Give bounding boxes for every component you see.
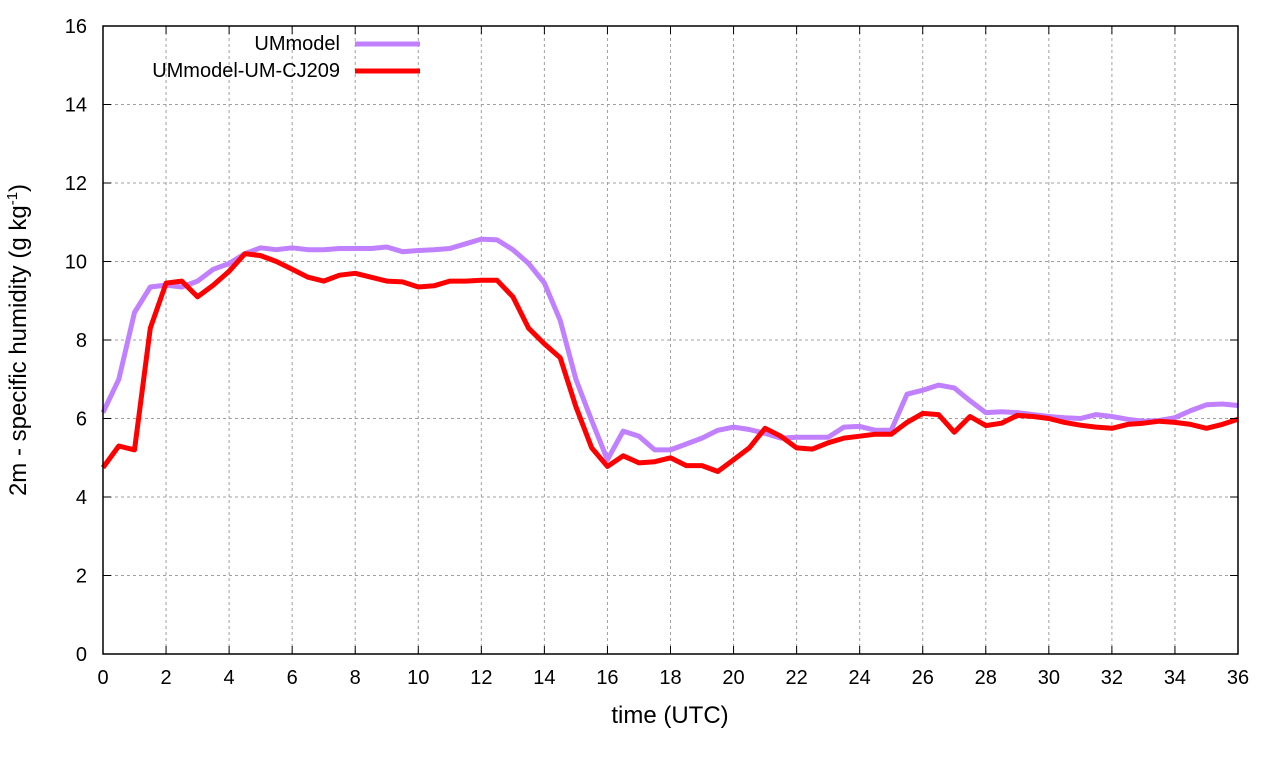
y-tick-label: 6	[76, 409, 87, 431]
y-tick-label: 0	[76, 644, 87, 666]
legend-label-1: UMmodel-UM-CJ209	[152, 60, 340, 82]
y-tick-label: 10	[65, 252, 87, 274]
x-tick-label: 4	[224, 667, 235, 689]
x-tick-label: 30	[1038, 667, 1060, 689]
x-tick-label: 18	[659, 667, 681, 689]
x-tick-label: 34	[1164, 667, 1186, 689]
y-tick-label: 14	[65, 95, 87, 117]
x-tick-label: 2	[160, 667, 171, 689]
y-tick-label: 16	[65, 16, 87, 38]
x-tick-label: 32	[1101, 667, 1123, 689]
y-tick-label: 4	[76, 487, 87, 509]
y-axis-label: 2m - specific humidity (g kg-1)	[4, 184, 32, 496]
x-axis-label: time (UTC)	[611, 702, 728, 729]
legend-label-0: UMmodel	[254, 33, 340, 55]
legend: UMmodel UMmodel-UM-CJ209	[152, 33, 420, 82]
series-lines	[100, 236, 1239, 474]
x-tick-label: 22	[785, 667, 807, 689]
x-tick-label: 10	[407, 667, 429, 689]
x-tick-label: 6	[287, 667, 298, 689]
x-tick-label: 36	[1227, 667, 1249, 689]
x-tick-label: 16	[596, 667, 618, 689]
x-tick-label: 28	[975, 667, 997, 689]
x-tick-label: 12	[470, 667, 492, 689]
x-tick-label: 26	[912, 667, 934, 689]
x-tick-label: 8	[350, 667, 361, 689]
x-tick-label: 0	[97, 667, 108, 689]
y-tick-label: 12	[65, 173, 87, 195]
x-tick-label: 14	[533, 667, 555, 689]
x-tick-label: 24	[849, 667, 871, 689]
ticks: 0 2 4 6 8 10 12 14 16 18 20 22 24 26 28 30 32 34 360246810…	[65, 16, 1249, 689]
series-line-1	[100, 251, 1239, 474]
y-tick-label: 2	[76, 566, 87, 588]
x-tick-label: 20	[722, 667, 744, 689]
y-tick-label: 8	[76, 330, 87, 352]
grid	[103, 26, 1238, 654]
